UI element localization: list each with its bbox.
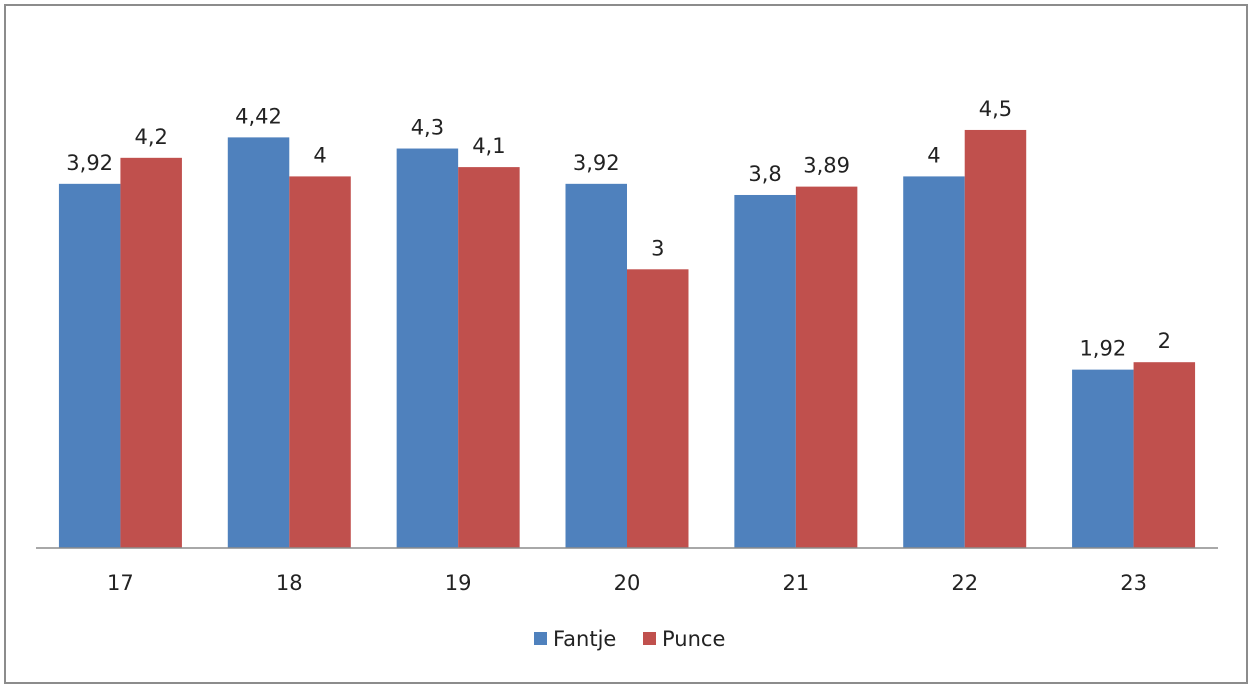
data-label-punce-23: 2 bbox=[1158, 329, 1171, 353]
data-label-punce-19: 4,1 bbox=[472, 134, 505, 158]
bar-fantje-20 bbox=[565, 183, 627, 548]
data-label-fantje-22: 4 bbox=[927, 143, 940, 167]
data-label-fantje-18: 4,42 bbox=[235, 104, 282, 128]
bar-punce-21 bbox=[795, 186, 858, 548]
x-tick-labels: 17 18 19 20 21 22 23 bbox=[107, 571, 1147, 595]
data-label-punce-18: 4 bbox=[313, 143, 326, 167]
bars-layer bbox=[58, 129, 1196, 549]
x-tick-label-20: 20 bbox=[614, 571, 641, 595]
data-label-fantje-21: 3,8 bbox=[748, 162, 781, 186]
bar-punce-23 bbox=[1133, 362, 1196, 548]
data-label-punce-20: 3 bbox=[651, 236, 664, 260]
x-tick-label-19: 19 bbox=[445, 571, 472, 595]
bar-punce-18 bbox=[289, 176, 351, 548]
data-label-punce-22: 4,5 bbox=[979, 97, 1012, 121]
legend-swatch-fantje bbox=[534, 632, 547, 645]
bar-punce-22 bbox=[964, 129, 1027, 548]
data-label-punce-21: 3,89 bbox=[803, 154, 850, 178]
x-tick-label-21: 21 bbox=[782, 571, 809, 595]
bar-fantje-21 bbox=[734, 194, 796, 549]
bar-punce-17 bbox=[120, 157, 182, 548]
data-label-punce-17: 4,2 bbox=[134, 125, 167, 149]
legend-swatch-punce bbox=[643, 632, 656, 645]
bar-fantje-19 bbox=[396, 148, 459, 548]
x-tick-label-22: 22 bbox=[951, 571, 978, 595]
bar-fantje-23 bbox=[1072, 369, 1134, 548]
data-label-fantje-23: 1,92 bbox=[1079, 337, 1126, 361]
legend-label-punce: Punce bbox=[662, 627, 725, 651]
data-label-fantje-17: 3,92 bbox=[66, 151, 113, 175]
legend-label-fantje: Fantje bbox=[553, 627, 616, 651]
legend: Fantje Punce bbox=[534, 627, 725, 651]
x-tick-label-18: 18 bbox=[276, 571, 303, 595]
data-labels-layer: 3,92 4,2 4,42 4 4,3 4,1 3,92 3 3,8 3,89 4 4,5 1,92 2 bbox=[66, 97, 1171, 361]
x-tick-label-23: 23 bbox=[1120, 571, 1147, 595]
bar-punce-19 bbox=[458, 167, 520, 549]
bar-fantje-22 bbox=[903, 176, 965, 548]
bar-punce-20 bbox=[627, 269, 689, 548]
x-tick-label-17: 17 bbox=[107, 571, 134, 595]
bar-fantje-18 bbox=[227, 137, 290, 548]
data-label-fantje-19: 4,3 bbox=[411, 116, 444, 140]
data-label-fantje-20: 3,92 bbox=[573, 151, 620, 175]
bar-fantje-17 bbox=[58, 183, 121, 548]
